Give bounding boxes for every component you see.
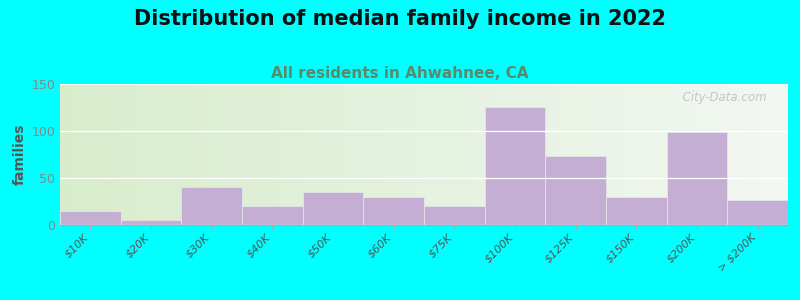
Bar: [121, 220, 182, 225]
Bar: [606, 197, 666, 225]
Bar: [363, 197, 424, 225]
Bar: [60, 211, 121, 225]
Bar: [727, 200, 788, 225]
Bar: [302, 192, 363, 225]
Text: Distribution of median family income in 2022: Distribution of median family income in …: [134, 9, 666, 29]
Bar: [242, 206, 302, 225]
Bar: [485, 107, 546, 225]
Bar: [546, 156, 606, 225]
Bar: [666, 132, 727, 225]
Text: City-Data.com: City-Data.com: [674, 91, 766, 104]
Bar: [424, 206, 485, 225]
Bar: [182, 188, 242, 225]
Text: All residents in Ahwahnee, CA: All residents in Ahwahnee, CA: [271, 66, 529, 81]
Y-axis label: families: families: [13, 124, 27, 185]
